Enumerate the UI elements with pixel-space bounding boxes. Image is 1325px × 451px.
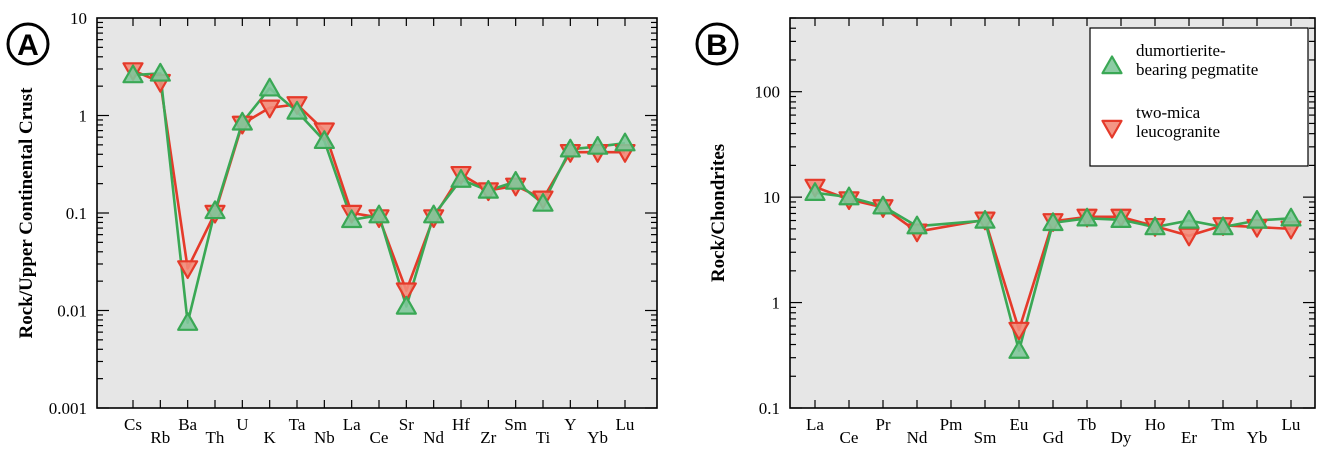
data-point [1042,212,1064,232]
data-point [838,186,860,206]
panel-letter: A [17,29,39,62]
y-tick-label: 0.1 [66,204,87,223]
data-point [423,204,445,224]
y-axis-label: Rock/Upper Continental Crust [16,87,37,339]
x-tick-label: Tm [1211,415,1235,434]
x-tick-label: Eu [1010,415,1029,434]
data-point [231,111,253,131]
data-point [122,64,144,84]
panel-b: 0.1 1 10 100 La Ce Pr Nd Pm Sm Eu Gd Tb Dy Ho Er Tm Yb Lu R… [695,17,1316,447]
data-point [974,209,996,229]
y-tick-label: 1 [79,107,88,126]
x-tick-label: Dy [1111,428,1132,447]
x-tick-label: Ce [370,428,389,447]
x-tick-label: Hf [452,415,470,434]
y-tick-label: 10 [763,188,780,207]
x-tick-label: Zr [480,428,496,447]
data-point [1008,340,1030,359]
x-tick-label: Lu [616,415,635,434]
legend-label: leucogranite [1136,122,1220,141]
x-tick-label: Lu [1282,415,1301,434]
data-point [368,204,390,224]
legend-label: bearing pegmatite [1136,60,1258,79]
y-axis-label: Rock/Chondrites [708,144,729,282]
x-tick-label: Ba [178,415,197,434]
data-point [587,135,609,155]
x-tick-label: Nd [907,428,928,447]
x-tick-label: Yb [1247,428,1268,447]
x-tick-label: Ti [536,428,551,447]
data-point [149,62,171,82]
legend-label: dumortierite- [1136,41,1226,60]
panel-letter: B [706,29,728,62]
x-tick-label: Sm [974,428,997,447]
legend-box [1089,27,1309,167]
data-point [204,200,226,220]
x-tick-label: Gd [1043,428,1064,447]
data-point [1144,216,1166,236]
y-tick-label: 0.01 [57,302,87,321]
data-point [313,130,335,150]
data-point [177,312,199,331]
data-point [450,169,472,188]
data-point [259,99,281,119]
x-tick-label: Yb [587,428,608,447]
legend-marker [1101,55,1123,75]
y-tick-label: 10 [70,9,87,28]
data-point [1008,321,1030,341]
x-tick-label: Y [564,415,576,434]
x-tick-label: La [343,415,361,434]
data-point [906,215,928,235]
plot-frame [96,17,658,409]
data-point [477,179,499,199]
x-tick-label: Sr [399,415,414,434]
data-point [1246,209,1268,229]
x-tick-label: Sm [504,415,527,434]
data-point [1212,216,1234,236]
x-tick-label: La [806,415,824,434]
data-point [341,209,363,229]
panel-a: 0.001 0.01 0.1 1 10 Cs Rb Ba Th UK Ta Nb La Ce Sr Nd Hf Z… [6,9,658,447]
data-point [286,100,308,120]
data-point [1076,207,1098,227]
data-point [505,170,527,190]
data-point [559,138,581,158]
x-tick-label: Er [1181,428,1197,447]
x-tick-label: Ce [840,428,859,447]
x-tick-label: Pm [940,415,963,434]
legend-marker [1101,119,1123,139]
data-point [395,282,417,302]
data-point [614,132,636,152]
panel-letter-circle [695,22,739,66]
x-tick-label: Rb [150,428,170,447]
x-tick-label: Nd [423,428,444,447]
panel-letter-circle [6,22,50,66]
data-point [395,295,417,315]
y-tick-label: 0.001 [49,399,87,418]
x-tick-label: Cs [124,415,142,434]
x-tick-label: Ta [289,415,306,434]
x-tick-label: Ho [1145,415,1166,434]
data-point [1178,209,1200,229]
x-tick-label: K [264,428,277,447]
x-tick-label: Tb [1078,415,1097,434]
data-point [1280,207,1302,227]
legend-label: two-mica [1136,103,1201,122]
plot-frame [789,17,1316,409]
x-tick-label: Th [206,428,225,447]
data-point [872,195,894,215]
data-point [177,260,199,280]
data-point [259,77,281,97]
y-tick-label: 100 [755,83,781,102]
x-tick-label: Pr [875,415,890,434]
data-point [532,192,554,212]
x-tick-label: Nb [314,428,335,447]
y-tick-label: 1 [772,294,781,313]
data-point [804,182,826,201]
x-tick-label: U [236,415,248,434]
y-tick-label: 0.1 [759,399,780,418]
data-point [1110,209,1132,228]
